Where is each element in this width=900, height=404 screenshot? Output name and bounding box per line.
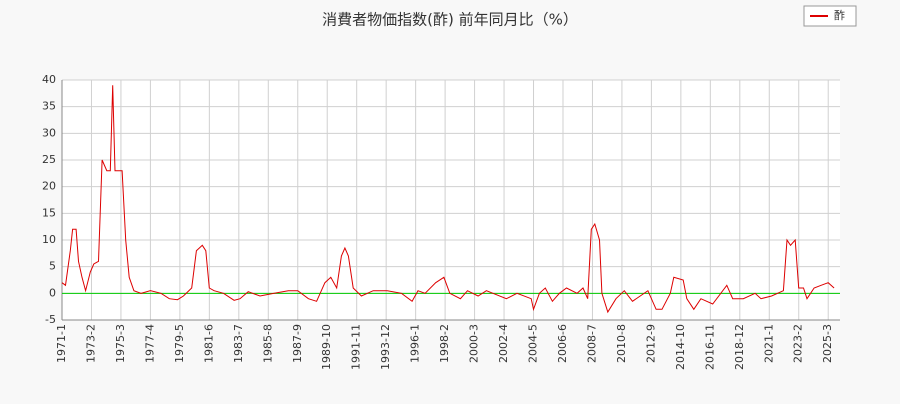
x-tick-label: 2025-3 [821, 324, 834, 363]
y-tick-label: 5 [49, 260, 56, 273]
x-tick-label: 2021-1 [762, 324, 775, 363]
x-tick-label: 2000-3 [468, 324, 481, 363]
line-series [61, 85, 835, 314]
x-tick-label: 1991-11 [350, 324, 363, 370]
x-tick-label: 2023-2 [792, 324, 805, 363]
y-tick-label: 10 [42, 233, 56, 246]
x-tick-label: 1977-4 [143, 324, 156, 363]
x-tick-label: 1993-12 [379, 324, 392, 370]
x-tick-label: 1971-1 [55, 324, 68, 363]
x-tick-label: 2014-10 [674, 324, 687, 370]
x-tick-label: 1998-2 [438, 324, 451, 363]
x-tick-label: 2010-8 [615, 324, 628, 363]
x-tick-label: 1973-2 [84, 324, 97, 363]
x-tick-label: 2004-5 [527, 324, 540, 363]
x-tick-label: 1987-9 [291, 324, 304, 363]
legend-label: 酢 [834, 8, 845, 22]
x-tick-label: 2008-7 [585, 324, 598, 363]
x-tick-label: 2012-9 [644, 324, 657, 363]
y-tick-label: 40 [42, 73, 56, 86]
x-tick-label: 2006-6 [556, 324, 569, 363]
x-tick-label: 1989-10 [320, 324, 333, 370]
y-tick-label: 30 [42, 126, 56, 139]
x-tick-label: 2002-4 [497, 324, 510, 363]
y-tick-label: 15 [42, 206, 56, 219]
y-tick-label: 25 [42, 153, 56, 166]
plot-area [62, 80, 840, 320]
x-tick-label: 1996-1 [409, 324, 422, 363]
x-tick-label: 1983-7 [232, 324, 245, 363]
y-tick-label: 20 [42, 180, 56, 193]
x-tick-label: 2016-11 [703, 324, 716, 370]
legend-box [803, 5, 857, 27]
x-tick-label: 1985-8 [261, 324, 274, 363]
chart-title: 消費者物価指数(酢) 前年同月比（%） [322, 11, 578, 29]
y-tick-label: -5 [45, 313, 56, 326]
y-tick-label: 0 [49, 286, 56, 299]
x-tick-label: 1975-3 [114, 324, 127, 363]
x-tick-label: 1979-5 [173, 324, 186, 363]
y-tick-label: 35 [42, 100, 56, 113]
x-tick-label: 1981-6 [202, 324, 215, 363]
x-tick-label: 2018-12 [733, 324, 746, 370]
